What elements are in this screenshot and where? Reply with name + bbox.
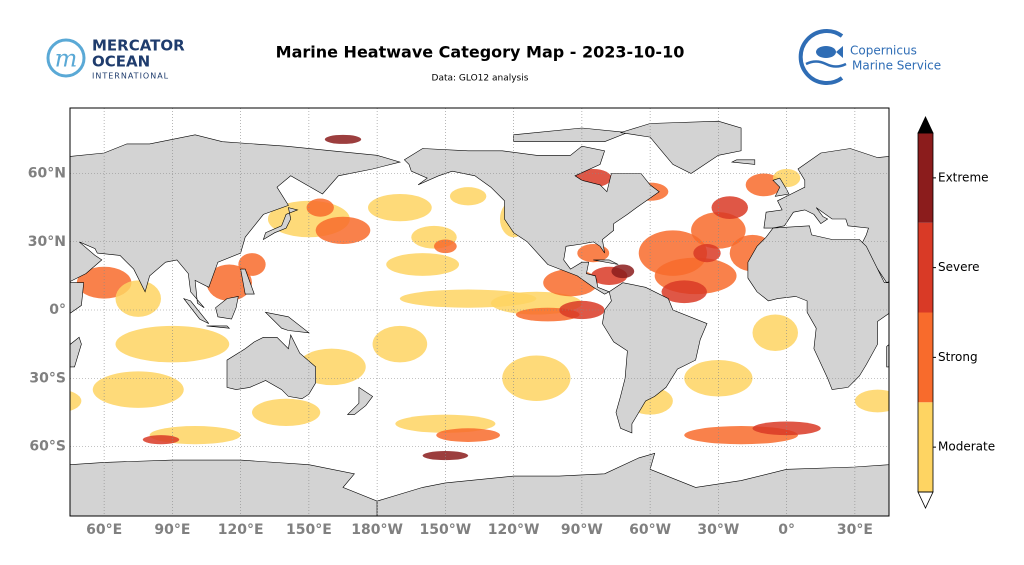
lat-label: 60°S (29, 439, 66, 455)
heatwave-patch (712, 196, 748, 219)
heatwave-patch (373, 326, 428, 362)
lon-label: 150°W (420, 522, 472, 538)
colorbar-segment (918, 313, 933, 403)
heatwave-patch (307, 199, 334, 217)
heatwave-patch (436, 428, 500, 442)
lon-label: 30°E (837, 522, 873, 538)
lon-label: 150°E (286, 522, 332, 538)
heatwave-patch (611, 265, 634, 279)
heatwave-patch (450, 187, 486, 205)
lon-label: 60°W (629, 522, 671, 538)
logo-text: INTERNATIONAL (92, 72, 169, 81)
logo-text: OCEAN (92, 53, 150, 71)
logo-fish-tail (836, 46, 843, 58)
heatwave-patch (316, 217, 371, 244)
lat-label: 0° (49, 302, 66, 318)
heatwave-patch (325, 135, 361, 144)
colorbar-label: Extreme (938, 170, 989, 184)
colorbar-label: Strong (938, 350, 978, 364)
heatwave-patch (116, 326, 230, 362)
lat-label: 30°N (28, 234, 66, 250)
heatwave-patch (252, 399, 320, 426)
lon-label: 90°W (561, 522, 603, 538)
heatwave-patch (93, 371, 184, 407)
lon-label: 120°W (488, 522, 540, 538)
lon-label: 120°E (218, 522, 264, 538)
heatwave-patch (386, 253, 459, 276)
logo-wave (806, 62, 846, 67)
lon-label: 30°W (697, 522, 739, 538)
map-area (0, 108, 1024, 526)
lat-label: 30°S (29, 370, 66, 386)
heatwave-patch (855, 390, 901, 413)
heatwave-patch (36, 390, 82, 413)
colorbar-segment (918, 402, 933, 492)
heatwave-patch (753, 315, 799, 351)
logo-text: Copernicus (850, 44, 917, 58)
colorbar-label: Moderate (938, 440, 995, 454)
colorbar-segment (918, 133, 933, 223)
colorbar-extend-top (918, 117, 933, 133)
logo-text: Marine Service (852, 59, 941, 73)
colorbar: Moderate Strong Severe Extreme (918, 117, 995, 508)
lon-label: 180°W (351, 522, 403, 538)
mercator-logo: m MERCATOR OCEAN INTERNATIONAL (48, 37, 185, 81)
lon-label: 90°E (154, 522, 190, 538)
lat-label: 60°N (28, 166, 66, 182)
heatwave-patch (116, 280, 162, 316)
land (1003, 299, 1024, 324)
logo-glyph: m (55, 45, 78, 73)
colorbar-label: Severe (938, 260, 980, 274)
colorbar-extend-bottom (918, 492, 933, 508)
copernicus-logo: Copernicus Marine Service (801, 31, 941, 83)
colorbar-segment (918, 223, 933, 313)
heatwave-patch (693, 244, 720, 262)
lon-label: 0° (778, 522, 795, 538)
logo-fish (816, 46, 836, 58)
lon-label: 60°E (86, 522, 122, 538)
heatwave-patch (368, 194, 432, 221)
heatwave-patch (143, 435, 179, 444)
heatwave-patch (0, 421, 2, 435)
map-title: Marine Heatwave Category Map - 2023-10-1… (276, 43, 685, 62)
map-subtitle: Data: GLO12 analysis (432, 74, 529, 84)
heatwave-patch (502, 356, 570, 402)
heatwave-patch (423, 451, 469, 460)
heatwave-patch (935, 280, 981, 316)
